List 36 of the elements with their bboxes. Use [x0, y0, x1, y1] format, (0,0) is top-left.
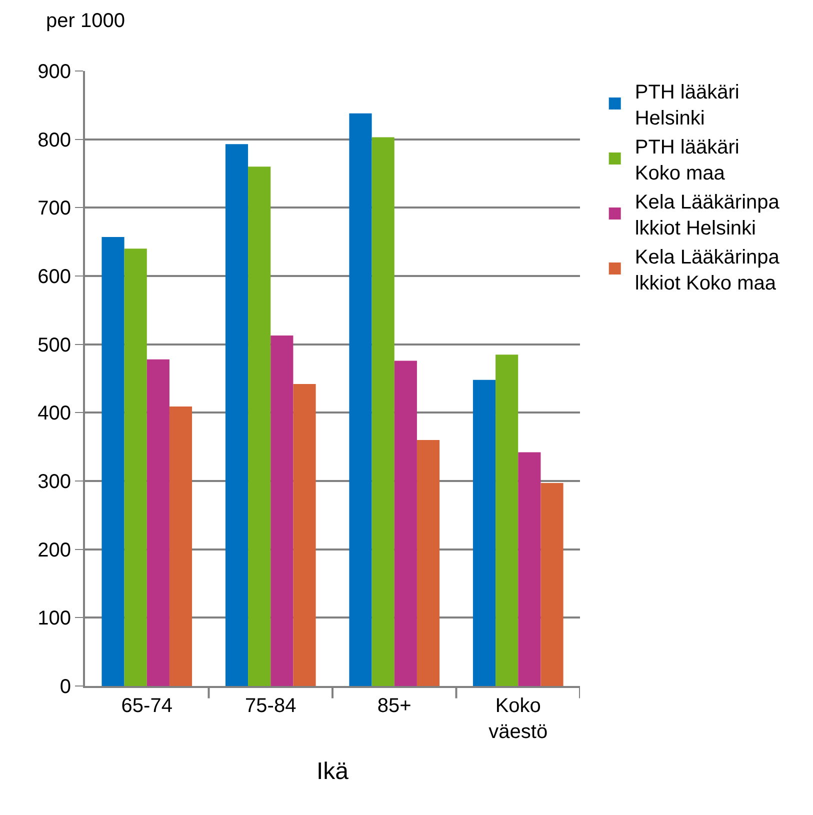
y-tick-label: 400: [38, 402, 71, 425]
bar: [540, 483, 564, 686]
x-tick-label: Koko väestö: [488, 695, 548, 743]
bar: [124, 248, 147, 686]
bar: [472, 380, 496, 686]
bar: [518, 452, 541, 686]
x-tick-label: 65-74: [121, 695, 172, 717]
y-tick-label: 800: [38, 129, 71, 152]
y-tick-label: 900: [38, 61, 71, 83]
bar: [394, 360, 417, 686]
x-tick-label: 85+: [377, 695, 412, 717]
bar: [349, 113, 372, 686]
bar: [496, 354, 518, 686]
bar: [293, 384, 316, 686]
y-tick-label: 300: [38, 471, 71, 493]
bar: [248, 166, 271, 686]
bar: [270, 335, 294, 686]
x-axis-title: Ikä: [316, 758, 350, 785]
bar: [169, 406, 192, 686]
y-tick-label: 200: [38, 539, 71, 562]
y-tick-label: 500: [38, 334, 71, 356]
x-tick-label: 75-84: [245, 695, 296, 717]
bar: [225, 144, 248, 686]
legend-label: Kela Lääkärinpalkkiot Koko maa: [634, 246, 780, 294]
y-axis-title: per 1000: [46, 10, 125, 32]
bar: [416, 440, 440, 686]
y-tick-label: 700: [38, 198, 71, 220]
legend-label: PTH lääkäri Koko maa: [634, 136, 740, 184]
y-tick-label: 0: [60, 676, 71, 698]
bar: [102, 237, 124, 686]
bar: [146, 359, 170, 686]
y-tick-label: 600: [38, 266, 71, 288]
y-tick-label: 100: [38, 608, 71, 630]
bar: [372, 137, 394, 686]
legend-label: PTH lääkäri Helsinki: [634, 81, 740, 130]
legend-label: Kela Lääkärinpalkkiot Helsinki: [634, 191, 780, 240]
